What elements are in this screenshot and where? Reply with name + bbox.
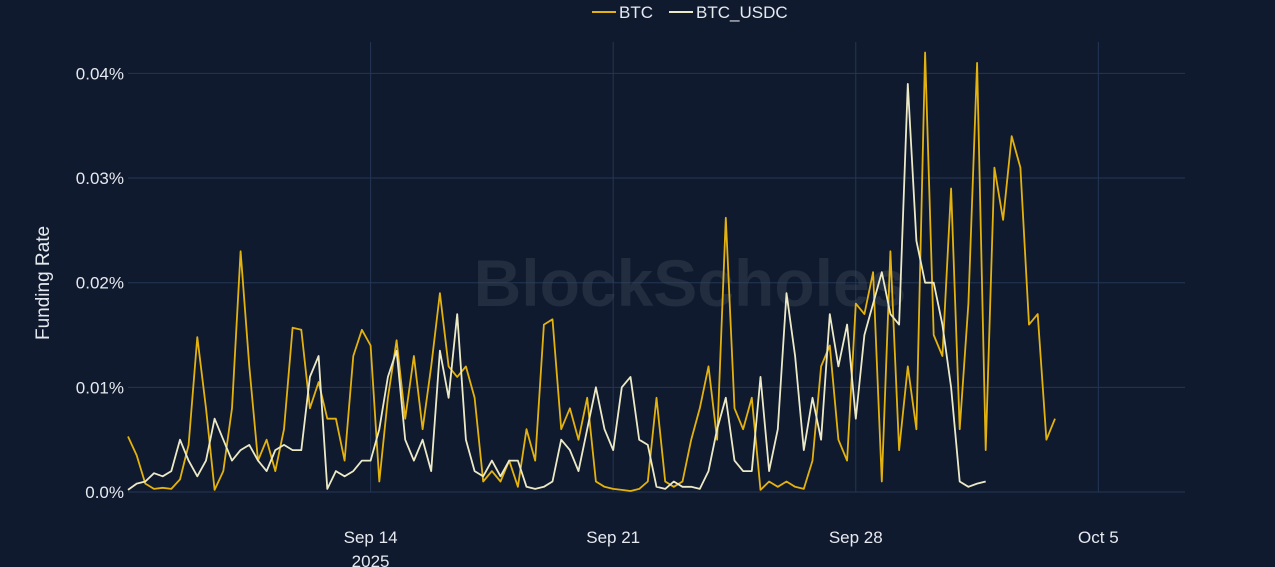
x-tick-label: Sep 21	[586, 528, 640, 547]
legend-label: BTC	[619, 3, 653, 22]
y-tick-label: 0.02%	[76, 274, 124, 293]
x-tick-label: Sep 28	[829, 528, 883, 547]
y-axis-ticks: 0.0% 0.01% 0.02% 0.03% 0.04%	[76, 64, 124, 502]
series-layer	[127, 51, 1056, 492]
x-tick-label: Oct 5	[1078, 528, 1119, 547]
legend-label: BTC_USDC	[696, 3, 788, 22]
grid-lines	[128, 42, 1185, 493]
series-line-btc	[127, 51, 1056, 492]
x-tick-sublabel: 2025	[352, 552, 390, 567]
y-tick-label: 0.0%	[85, 483, 124, 502]
y-tick-label: 0.01%	[76, 378, 124, 397]
x-tick-label: Sep 14	[344, 528, 398, 547]
series-line-btc-usdc	[127, 83, 986, 491]
y-tick-label: 0.03%	[76, 169, 124, 188]
x-axis-ticks: Sep 14 2025 Sep 21 Sep 28 Oct 5	[344, 528, 1119, 567]
legend: BTC BTC_USDC	[592, 3, 788, 22]
watermark-text: BlockScholes	[474, 246, 907, 320]
y-axis-title: Funding Rate	[33, 226, 54, 340]
y-tick-label: 0.04%	[76, 64, 124, 83]
